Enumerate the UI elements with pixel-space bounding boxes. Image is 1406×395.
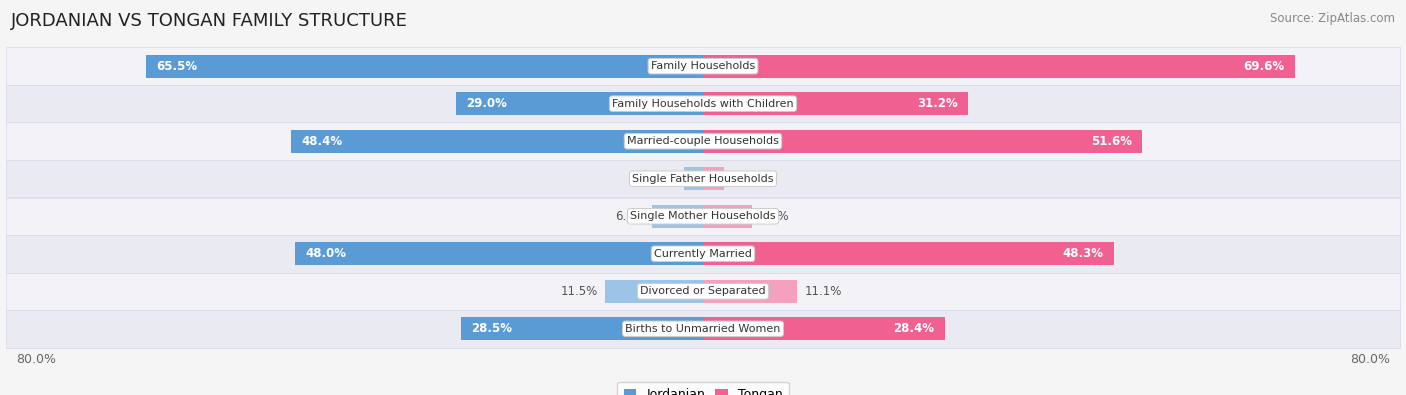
Text: Currently Married: Currently Married	[654, 249, 752, 259]
Text: Single Mother Households: Single Mother Households	[630, 211, 776, 221]
Bar	[703, 167, 724, 190]
Bar	[703, 280, 797, 303]
Bar	[6, 122, 1400, 160]
Bar	[6, 235, 1400, 273]
Text: Family Households with Children: Family Households with Children	[612, 99, 794, 109]
Bar	[6, 47, 1400, 85]
Bar	[703, 130, 1142, 153]
Legend: Jordanian, Tongan: Jordanian, Tongan	[617, 382, 789, 395]
Text: Married-couple Households: Married-couple Households	[627, 136, 779, 146]
Bar	[6, 85, 1400, 122]
Text: 80.0%: 80.0%	[15, 353, 56, 366]
Text: Single Father Households: Single Father Households	[633, 174, 773, 184]
Bar	[295, 242, 703, 265]
Text: 6.0%: 6.0%	[616, 210, 645, 223]
Text: 51.6%: 51.6%	[1091, 135, 1132, 148]
Text: 11.1%: 11.1%	[804, 285, 842, 298]
Text: JORDANIAN VS TONGAN FAMILY STRUCTURE: JORDANIAN VS TONGAN FAMILY STRUCTURE	[11, 12, 408, 30]
Text: 28.5%: 28.5%	[471, 322, 512, 335]
Text: 2.2%: 2.2%	[648, 172, 678, 185]
Bar	[703, 55, 1295, 78]
Bar	[703, 242, 1114, 265]
Bar	[291, 130, 703, 153]
Text: 31.2%: 31.2%	[917, 97, 957, 110]
Bar	[703, 92, 969, 115]
Bar	[461, 317, 703, 340]
Text: 69.6%: 69.6%	[1244, 60, 1285, 73]
Text: 48.4%: 48.4%	[301, 135, 343, 148]
Bar	[6, 310, 1400, 348]
Text: 29.0%: 29.0%	[467, 97, 508, 110]
Text: Source: ZipAtlas.com: Source: ZipAtlas.com	[1270, 12, 1395, 25]
Text: 11.5%: 11.5%	[561, 285, 599, 298]
Bar	[703, 317, 945, 340]
Bar	[146, 55, 703, 78]
Text: 80.0%: 80.0%	[1350, 353, 1391, 366]
Text: 65.5%: 65.5%	[156, 60, 197, 73]
Bar	[703, 205, 752, 228]
Bar	[6, 273, 1400, 310]
Text: Family Households: Family Households	[651, 61, 755, 71]
Bar	[457, 92, 703, 115]
Text: 48.3%: 48.3%	[1063, 247, 1104, 260]
Text: Births to Unmarried Women: Births to Unmarried Women	[626, 324, 780, 334]
Bar	[6, 198, 1400, 235]
Text: 48.0%: 48.0%	[305, 247, 346, 260]
Text: 2.5%: 2.5%	[731, 172, 761, 185]
Bar	[6, 160, 1400, 198]
Bar	[685, 167, 703, 190]
Bar	[652, 205, 703, 228]
Text: Divorced or Separated: Divorced or Separated	[640, 286, 766, 296]
Text: 28.4%: 28.4%	[893, 322, 935, 335]
Text: 5.8%: 5.8%	[759, 210, 789, 223]
Bar	[605, 280, 703, 303]
